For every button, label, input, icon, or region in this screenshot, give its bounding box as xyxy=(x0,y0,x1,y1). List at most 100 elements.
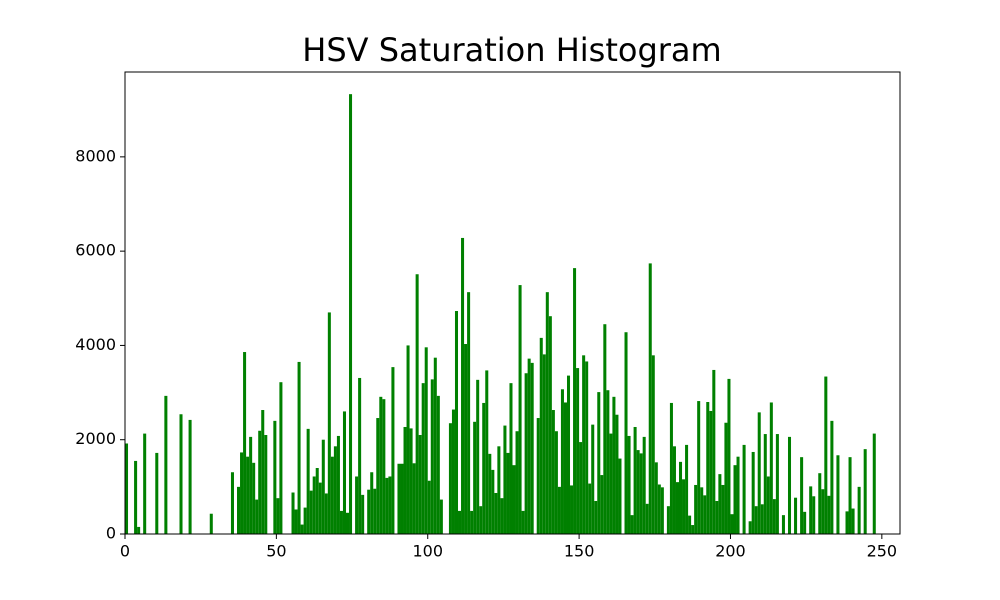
bar xyxy=(618,458,622,534)
y-tick-label: 2000 xyxy=(75,429,116,448)
bar xyxy=(264,435,268,534)
bar xyxy=(672,446,676,534)
bar xyxy=(566,375,571,534)
bar xyxy=(324,493,328,534)
bar xyxy=(303,507,307,534)
bar xyxy=(255,499,259,534)
bar xyxy=(312,476,316,534)
bar xyxy=(164,395,168,534)
bar xyxy=(333,446,337,534)
bar xyxy=(818,473,822,534)
bar xyxy=(712,369,716,534)
bar xyxy=(733,465,737,534)
bar xyxy=(682,479,686,534)
bar xyxy=(694,484,698,534)
bar xyxy=(418,435,422,534)
bar xyxy=(258,430,262,534)
bar xyxy=(709,410,713,534)
x-tick-label: 0 xyxy=(120,542,130,561)
bar xyxy=(349,94,353,535)
bar xyxy=(824,376,828,534)
bar xyxy=(391,367,395,534)
bar xyxy=(772,499,776,534)
bar xyxy=(557,486,561,534)
bar xyxy=(570,485,574,534)
bar xyxy=(318,482,322,534)
bar xyxy=(436,395,440,534)
bar xyxy=(703,495,707,534)
bar xyxy=(488,453,492,534)
bar xyxy=(603,324,607,534)
bar xyxy=(781,515,785,534)
bar xyxy=(812,496,816,534)
bar xyxy=(585,361,589,534)
bar xyxy=(645,503,649,534)
bar xyxy=(830,420,834,534)
bar xyxy=(249,436,253,534)
bar xyxy=(339,510,343,534)
bar xyxy=(721,484,725,534)
x-tick-label: 50 xyxy=(266,542,286,561)
bar xyxy=(376,418,380,534)
bar xyxy=(342,411,346,534)
bar xyxy=(863,449,867,534)
bar xyxy=(291,492,295,534)
bar xyxy=(536,418,540,534)
bar xyxy=(803,511,807,534)
bar xyxy=(327,312,331,534)
bar xyxy=(548,316,552,534)
bar xyxy=(642,436,646,534)
bar xyxy=(306,428,310,534)
bar xyxy=(727,378,731,534)
bar xyxy=(297,361,301,534)
bar xyxy=(763,434,767,534)
bar xyxy=(482,402,486,534)
bar xyxy=(688,515,692,534)
bar xyxy=(500,498,504,534)
x-tick-label: 200 xyxy=(715,542,746,561)
bar xyxy=(512,465,516,534)
bar xyxy=(448,423,452,534)
bar xyxy=(240,452,244,534)
bar xyxy=(509,383,513,534)
bar xyxy=(397,463,401,534)
bar xyxy=(433,357,437,534)
bar xyxy=(403,426,407,534)
bar xyxy=(503,425,507,534)
bar xyxy=(345,512,350,534)
bar xyxy=(451,409,455,534)
bar xyxy=(700,487,704,534)
bar xyxy=(497,446,501,534)
bar xyxy=(848,457,852,534)
y-tick-label: 4000 xyxy=(75,335,116,354)
bar xyxy=(724,422,728,534)
bar xyxy=(545,292,549,534)
bar xyxy=(355,476,359,534)
bar xyxy=(669,402,673,534)
bar xyxy=(479,506,483,534)
bar xyxy=(367,489,371,534)
bar xyxy=(330,456,334,534)
bar xyxy=(309,490,313,534)
bar xyxy=(657,484,661,534)
bar xyxy=(461,237,465,534)
bar xyxy=(588,483,592,534)
bar xyxy=(209,513,213,534)
bar xyxy=(134,460,138,534)
bar xyxy=(633,426,637,534)
bar xyxy=(230,472,234,534)
bar xyxy=(769,402,773,534)
bar xyxy=(821,489,825,534)
bar xyxy=(143,433,147,534)
bar xyxy=(697,401,701,534)
bar xyxy=(382,399,386,534)
bar xyxy=(630,515,634,534)
bar xyxy=(760,504,764,534)
bar xyxy=(609,433,613,534)
bar xyxy=(155,452,159,534)
bar xyxy=(321,439,325,534)
bar xyxy=(527,358,531,534)
bar xyxy=(273,420,277,534)
bar xyxy=(458,510,462,534)
bar xyxy=(476,379,480,534)
